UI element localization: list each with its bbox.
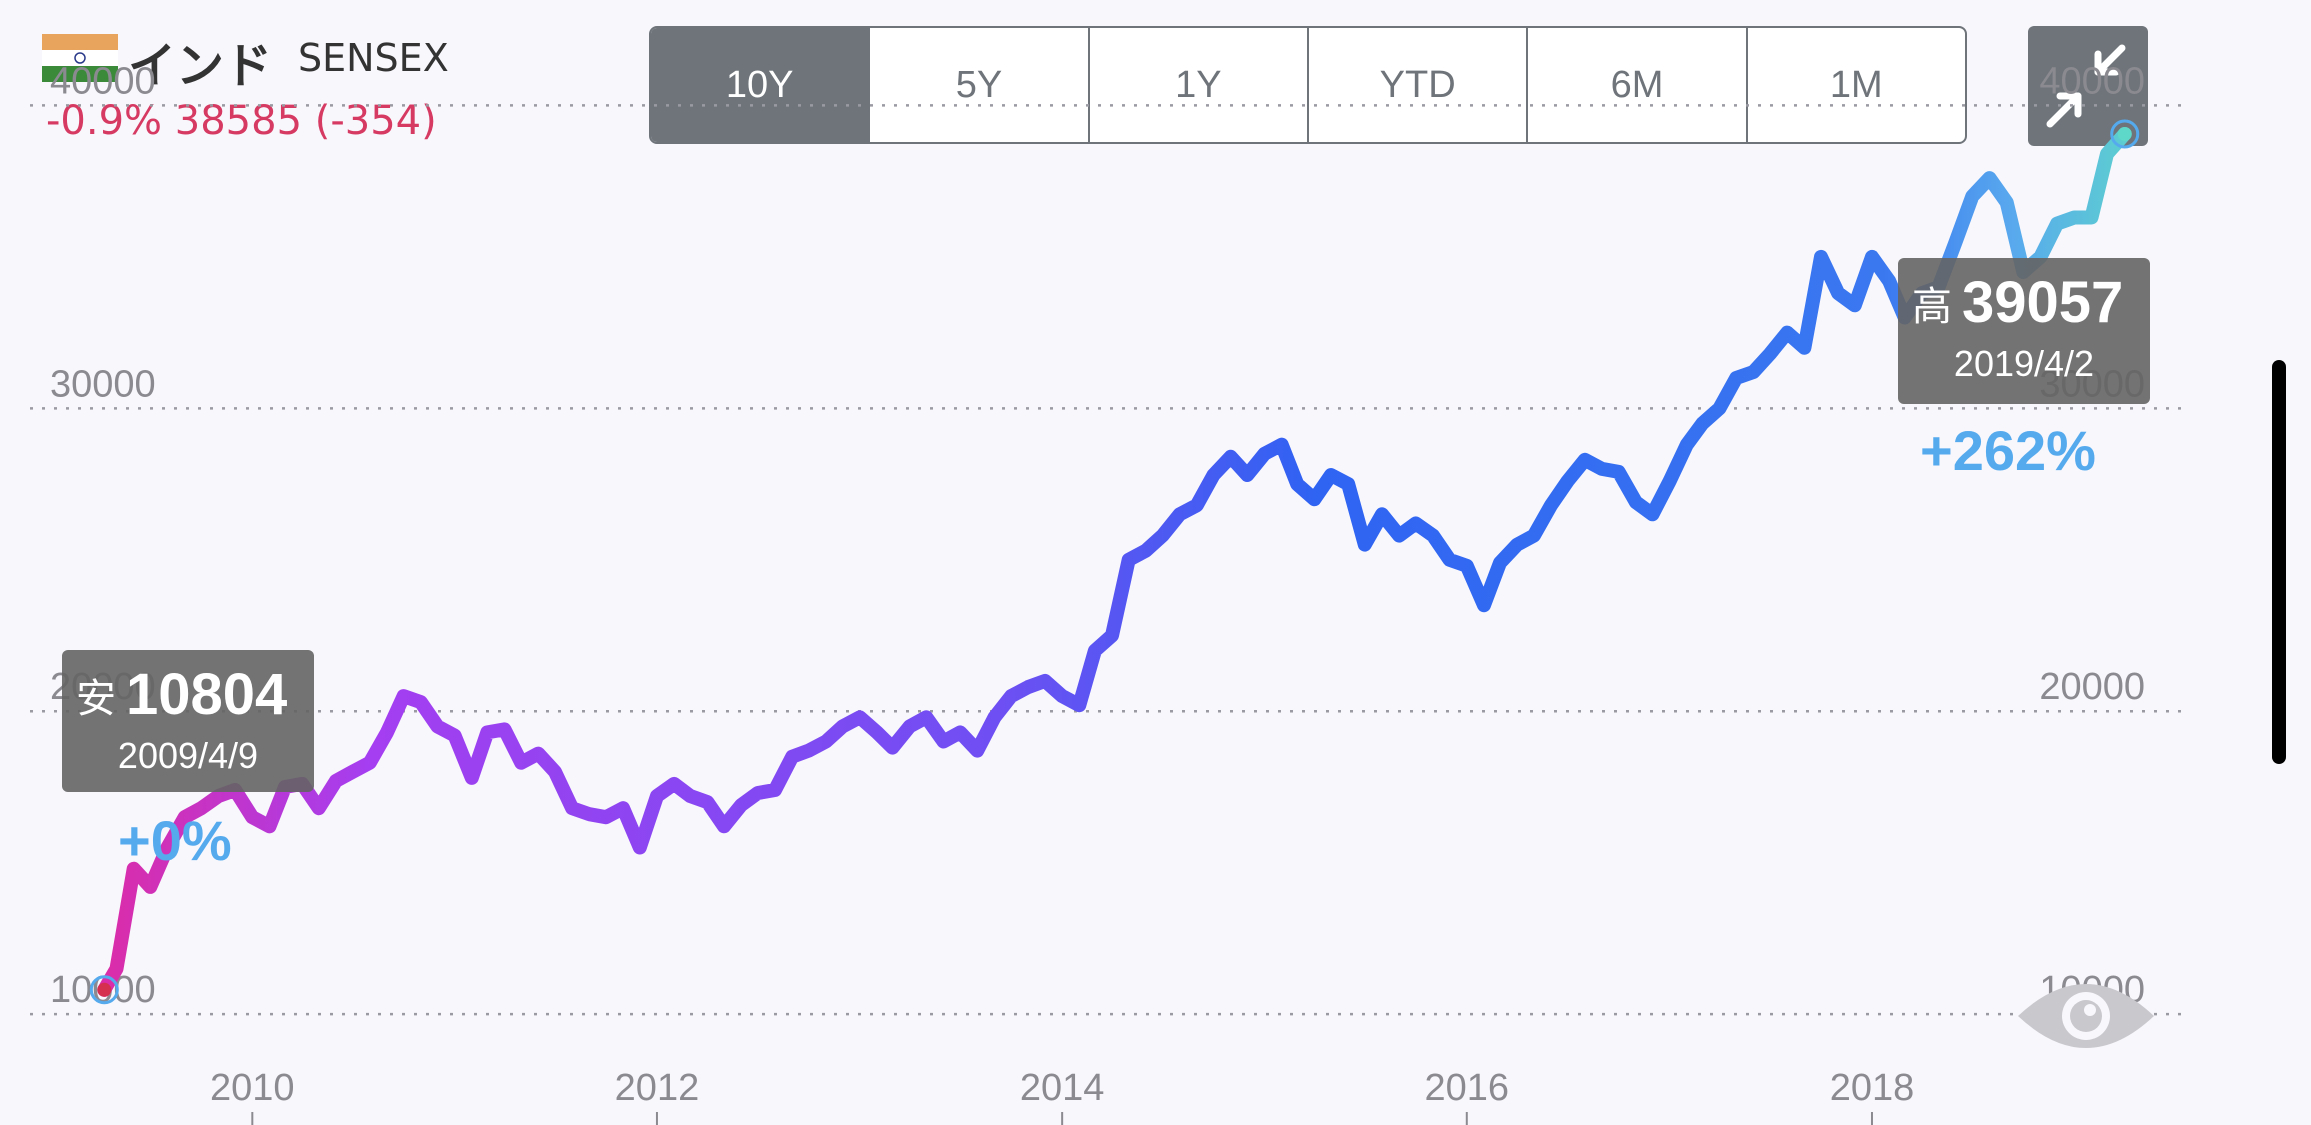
y-tick-label-left: 40000	[50, 60, 156, 102]
period-ytd-button[interactable]: YTD	[1306, 28, 1526, 142]
x-tick-label: 2012	[615, 1067, 700, 1109]
price-change: -0.9% 38585 (-354)	[46, 98, 437, 144]
x-tick-label: 2018	[1830, 1067, 1915, 1109]
collapse-button[interactable]	[2028, 26, 2148, 146]
high-annotation-value: 39057	[1962, 270, 2123, 335]
period-5y-button[interactable]: 5Y	[868, 28, 1087, 142]
x-tick-label: 2014	[1020, 1067, 1105, 1109]
high-annotation-date: 2019/4/2	[1954, 343, 2094, 384]
country-name: インド	[128, 38, 273, 94]
x-tick-label: 2016	[1425, 1067, 1510, 1109]
y-tick-label-right: 40000	[2039, 60, 2145, 102]
scroll-indicator[interactable]	[2272, 360, 2286, 764]
collapse-arrows-icon	[2046, 44, 2126, 128]
high-point	[2117, 126, 2132, 141]
period-selector: 10Y 5Y 1Y YTD 6M 1M	[649, 26, 1967, 144]
y-tick-label-left: 30000	[50, 363, 156, 405]
period-6m-button[interactable]: 6M	[1526, 28, 1745, 142]
period-10y-button[interactable]: 10Y	[651, 28, 869, 142]
low-annotation-value: 10804	[126, 662, 287, 727]
low-annotation-box	[62, 650, 314, 792]
series-line	[97, 127, 2132, 997]
x-tick-label: 2010	[210, 1067, 295, 1109]
period-1y-button[interactable]: 1Y	[1087, 28, 1307, 142]
low-annotation-date: 2009/4/9	[118, 735, 258, 776]
high-annotation-prefix: 高	[1912, 284, 1952, 330]
eye-icon[interactable]	[2014, 972, 2158, 1060]
y-tick-label-right: 20000	[2039, 666, 2145, 708]
high-annotation-box	[1898, 258, 2150, 404]
period-1m-button[interactable]: 1M	[1745, 28, 1965, 142]
index-name: SENSEX	[298, 36, 449, 80]
high-change-label: +262%	[1920, 419, 2096, 482]
high-point-ring	[2110, 119, 2140, 149]
low-change-label: +0%	[118, 809, 232, 872]
india-flag-icon	[42, 34, 118, 82]
low-point	[97, 982, 112, 997]
low-annotation-prefix: 安	[76, 676, 116, 722]
low-point-ring	[89, 975, 119, 1005]
